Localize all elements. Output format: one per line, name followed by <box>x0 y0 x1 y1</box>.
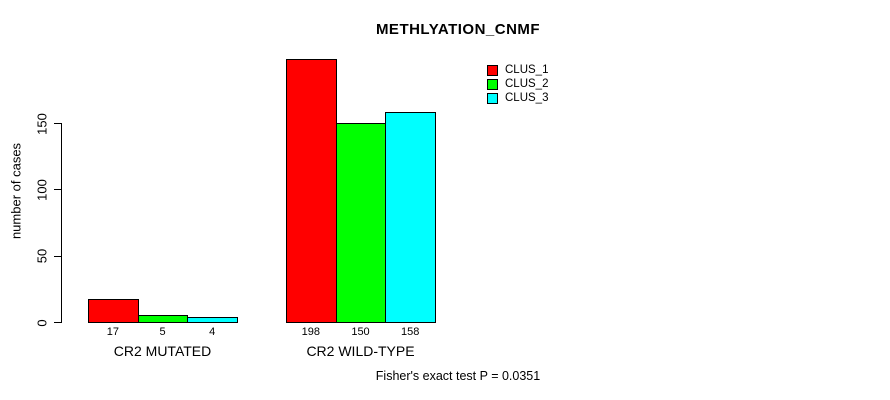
y-tick-label: 150 <box>34 112 50 135</box>
bar-clus_1-group1 <box>88 299 139 323</box>
bar-value-label: 4 <box>209 326 216 338</box>
bar-value-label: 5 <box>159 326 166 338</box>
category-label: CR2 MUTATED <box>113 343 212 359</box>
y-tick-label: 50 <box>34 248 50 264</box>
legend-item-clus_2: CLUS_2 <box>487 78 548 91</box>
legend-item-clus_1: CLUS_1 <box>487 64 548 77</box>
bar-clus_2-group2 <box>335 123 387 323</box>
bar-value-label: 150 <box>351 326 370 338</box>
bar-clus_1-group2 <box>286 59 337 323</box>
y-tick-mark <box>54 123 61 124</box>
bar-clus_3-group2 <box>385 112 436 323</box>
bar-value-label: 158 <box>400 326 420 338</box>
y-axis-line <box>61 123 62 323</box>
bar-clus_3-group1 <box>187 316 238 323</box>
legend-swatch-icon <box>487 65 498 76</box>
fisher-test-annotation: Fisher's exact test P = 0.0351 <box>375 369 541 383</box>
y-tick-label: 100 <box>34 178 50 201</box>
y-tick-label: 0 <box>34 318 50 327</box>
legend-label: CLUS_1 <box>505 64 549 76</box>
legend-swatch-icon <box>487 93 498 104</box>
bar-value-label: 198 <box>301 326 321 338</box>
y-tick-mark <box>54 255 61 257</box>
y-tick-mark <box>54 322 61 323</box>
chart-title: METHLYATION_CNMF <box>375 21 541 38</box>
category-label: CR2 WILD-TYPE <box>306 343 415 359</box>
legend-label: CLUS_3 <box>505 92 549 104</box>
bar-clus_2-group1 <box>137 315 189 323</box>
legend-swatch-icon <box>487 79 498 90</box>
bar-value-label: 17 <box>106 326 119 338</box>
y-tick-mark <box>54 189 61 191</box>
legend-item-clus_3: CLUS_3 <box>487 92 548 105</box>
y-axis-label: number of cases <box>8 142 24 240</box>
legend-label: CLUS_2 <box>505 78 549 90</box>
